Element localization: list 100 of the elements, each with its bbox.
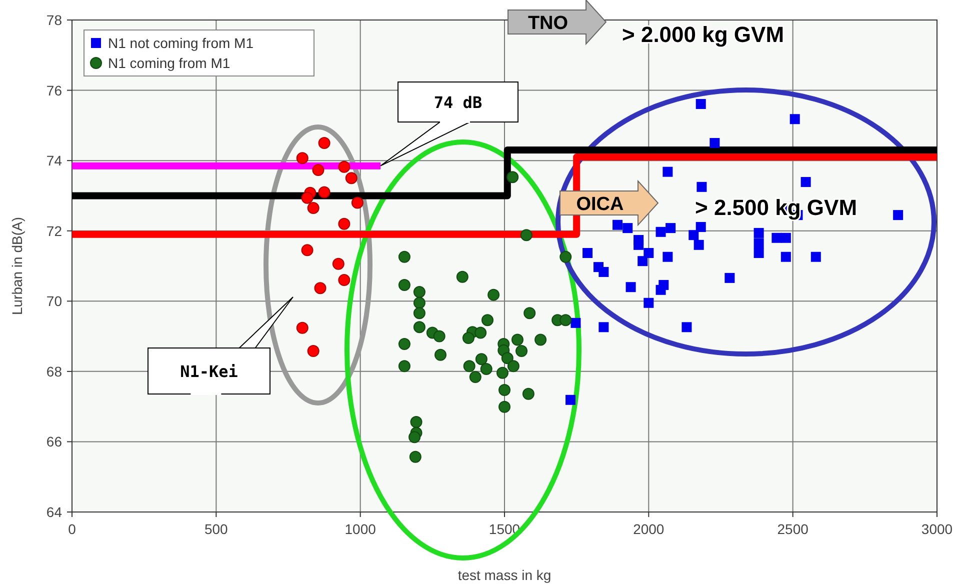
y-tick-label: 64 [46, 504, 62, 520]
point [662, 166, 673, 177]
point [688, 230, 699, 240]
point [754, 248, 764, 258]
point [410, 416, 422, 428]
point [338, 274, 350, 286]
legend-label: N1 coming from M1 [108, 55, 230, 71]
point [413, 286, 426, 298]
point [780, 232, 791, 243]
point [296, 152, 308, 164]
point [488, 288, 500, 301]
point [772, 232, 782, 243]
annotation: > 2.000 kg GVM [622, 22, 784, 47]
x-tick-label: 0 [68, 521, 76, 537]
point [662, 252, 673, 262]
point [582, 248, 593, 258]
y-tick-label: 66 [46, 434, 62, 450]
point [398, 338, 410, 350]
point [307, 345, 320, 358]
point [462, 332, 474, 344]
point [498, 384, 510, 396]
point [534, 334, 547, 346]
y-tick-label: 74 [46, 152, 62, 169]
point [301, 244, 314, 256]
x-tick-label: 2500 [777, 521, 809, 537]
point [314, 282, 326, 294]
point [666, 223, 676, 234]
point [456, 270, 468, 283]
point [496, 366, 508, 379]
point [656, 226, 666, 237]
point [790, 114, 800, 124]
point [351, 196, 364, 209]
point [593, 262, 604, 272]
point [893, 210, 904, 220]
point [506, 171, 519, 184]
point [413, 296, 426, 309]
point [338, 218, 350, 230]
x-tick-label: 2000 [633, 521, 664, 537]
point [474, 326, 487, 339]
point [481, 314, 494, 326]
point [522, 388, 534, 400]
point [480, 362, 492, 375]
point [754, 228, 764, 238]
point [507, 360, 520, 372]
point [511, 334, 524, 346]
x-tick-label: 500 [204, 521, 228, 537]
point [656, 284, 666, 295]
point [475, 353, 488, 366]
annotation: N1-Kei [180, 362, 238, 381]
point [301, 192, 314, 204]
point [318, 137, 330, 149]
point [560, 250, 572, 263]
point [524, 307, 536, 320]
point [612, 220, 623, 230]
y-tick-label: 70 [46, 293, 62, 310]
point [622, 223, 633, 234]
point [398, 360, 410, 372]
point [469, 371, 482, 384]
point [434, 348, 446, 361]
point [516, 345, 528, 358]
callout-box: 74 dB [380, 82, 518, 166]
point [498, 400, 510, 413]
point [696, 98, 706, 109]
point [566, 394, 576, 405]
point [560, 314, 572, 326]
point [398, 250, 410, 263]
point [307, 202, 320, 214]
point [338, 160, 350, 173]
point [644, 298, 654, 308]
point [332, 258, 344, 270]
point [409, 450, 422, 463]
point [800, 177, 811, 188]
y-tick-label: 78 [46, 12, 62, 28]
point [520, 229, 532, 242]
point [413, 321, 426, 334]
point [345, 172, 358, 184]
point [724, 272, 735, 283]
point [318, 186, 330, 198]
point [696, 182, 707, 192]
point [754, 238, 764, 248]
point [463, 360, 476, 372]
point [413, 307, 426, 320]
arrow-shape: OICA [560, 180, 659, 226]
point [694, 240, 704, 250]
point [638, 256, 648, 266]
point [398, 278, 410, 291]
point [312, 164, 324, 176]
x-tick-label: 3000 [921, 521, 953, 537]
point [408, 431, 421, 444]
x-axis-title: test mass in kg [458, 567, 552, 583]
point [634, 240, 644, 250]
y-tick-label: 68 [46, 363, 62, 380]
point [296, 322, 308, 334]
point [810, 252, 821, 262]
point [501, 352, 514, 364]
annotation: TNO [528, 13, 568, 34]
y-tick-label: 76 [46, 82, 62, 98]
y-tick-label: 72 [46, 222, 62, 239]
point [598, 322, 609, 332]
x-tick-label: 1000 [344, 521, 376, 537]
